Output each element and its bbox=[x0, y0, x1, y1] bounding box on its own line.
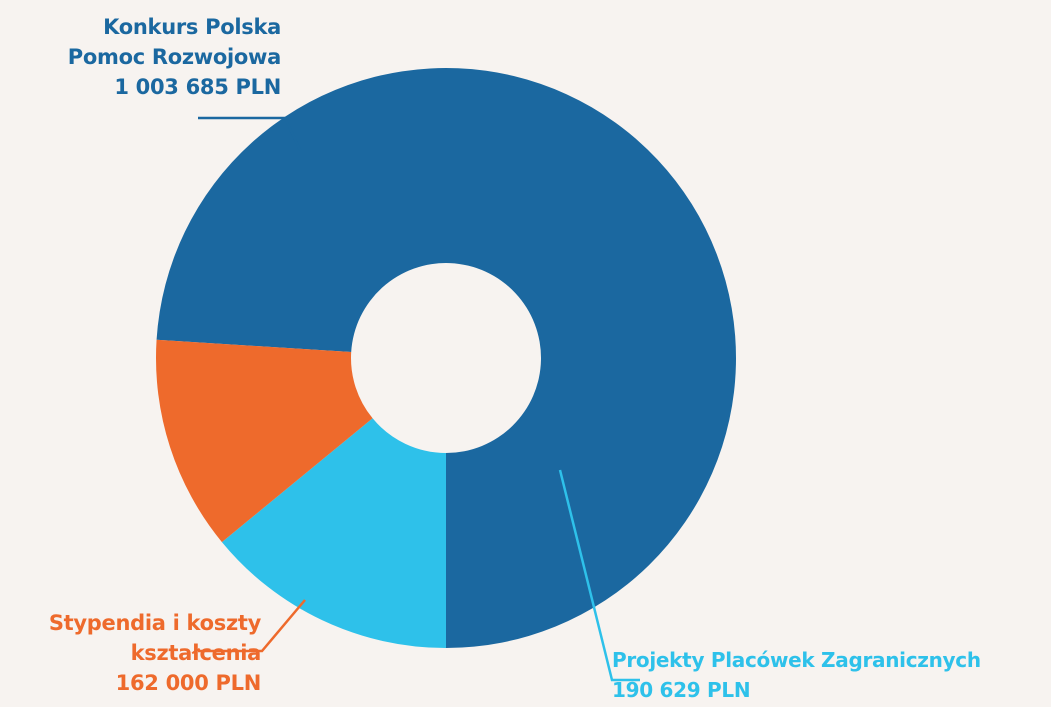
label-stypendia-value: 162 000 PLN bbox=[115, 671, 262, 695]
label-konkurs-line-2: Pomoc Rozwojowa bbox=[67, 45, 282, 69]
label-konkurs-line-1: Konkurs Polska bbox=[103, 15, 281, 39]
leader-stypendia bbox=[198, 599, 306, 653]
slices-group bbox=[155, 68, 737, 649]
label-projekty-value: 190 629 PLN bbox=[612, 678, 751, 702]
label-projekty-line-1: Projekty Placówek Zagranicznych bbox=[612, 648, 981, 672]
slice-projekty bbox=[221, 418, 446, 648]
label-stypendia: Stypendia i koszty kształcenia 162 000 P… bbox=[49, 608, 261, 698]
leader-konkurs bbox=[198, 116, 302, 151]
slice-konkurs bbox=[156, 68, 737, 649]
label-konkurs-value: 1 003 685 PLN bbox=[114, 75, 281, 99]
label-stypendia-line-1: Stypendia i koszty bbox=[48, 611, 261, 635]
label-projekty: Projekty Placówek Zagranicznych 190 629 … bbox=[612, 645, 981, 705]
leader-lines-group bbox=[198, 116, 640, 682]
leader-projekty bbox=[558, 469, 640, 682]
label-stypendia-line-2: kształcenia bbox=[130, 641, 262, 665]
slice-stypendia bbox=[155, 339, 373, 543]
label-konkurs: Konkurs Polska Pomoc Rozwojowa 1 003 685… bbox=[67, 12, 282, 102]
